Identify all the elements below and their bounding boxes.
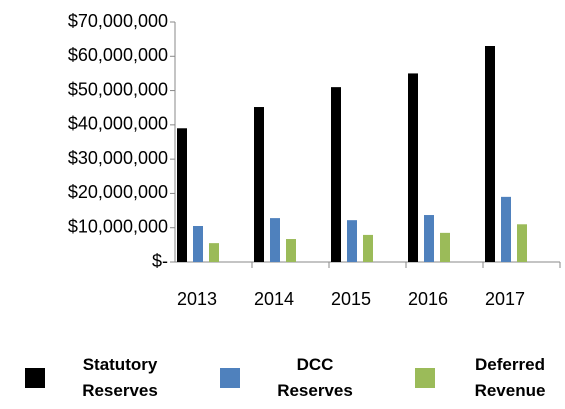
y-tick-label: $10,000,000 bbox=[68, 216, 168, 236]
bar bbox=[286, 239, 296, 262]
bar bbox=[254, 107, 264, 263]
bar bbox=[193, 226, 203, 262]
y-tick-label: $40,000,000 bbox=[68, 114, 168, 134]
x-tick-label: 2013 bbox=[177, 289, 217, 309]
y-tick-label: $- bbox=[152, 251, 168, 271]
x-tick-label: 2017 bbox=[485, 289, 525, 309]
bar bbox=[440, 232, 450, 262]
bar bbox=[331, 87, 341, 263]
y-tick-label: $50,000,000 bbox=[68, 79, 168, 99]
legend-label: Statutory Reserves bbox=[82, 355, 158, 400]
legend-swatch bbox=[25, 368, 45, 388]
legend-item: Statutory Reserves bbox=[25, 352, 175, 404]
bar bbox=[517, 224, 527, 262]
bar bbox=[177, 128, 187, 262]
x-tick-label: 2014 bbox=[254, 289, 294, 309]
legend-label: Deferred Revenue bbox=[474, 355, 546, 400]
legend-swatch bbox=[220, 368, 240, 388]
x-tick-label: 2016 bbox=[408, 289, 448, 309]
x-tick-label: 2015 bbox=[331, 289, 371, 309]
bar bbox=[347, 220, 357, 262]
y-tick-label: $70,000,000 bbox=[68, 11, 168, 31]
y-tick-label: $30,000,000 bbox=[68, 148, 168, 168]
chart: $- $10,000,000 $20,000,000 $30,000,000 $40,0… bbox=[68, 11, 561, 309]
legend-swatch bbox=[415, 368, 435, 388]
bar bbox=[485, 46, 495, 262]
bar bbox=[209, 243, 219, 262]
bar bbox=[270, 218, 280, 262]
legend-item: DCC Reserves bbox=[220, 352, 370, 404]
legend-label: DCC Reserves bbox=[277, 355, 353, 400]
bar bbox=[501, 196, 511, 262]
legend-item: Deferred Revenue bbox=[415, 352, 565, 404]
bar bbox=[408, 73, 418, 262]
y-tick-label: $20,000,000 bbox=[68, 182, 168, 202]
bar bbox=[424, 215, 434, 262]
y-tick-label: $60,000,000 bbox=[68, 45, 168, 65]
bar bbox=[363, 234, 373, 262]
